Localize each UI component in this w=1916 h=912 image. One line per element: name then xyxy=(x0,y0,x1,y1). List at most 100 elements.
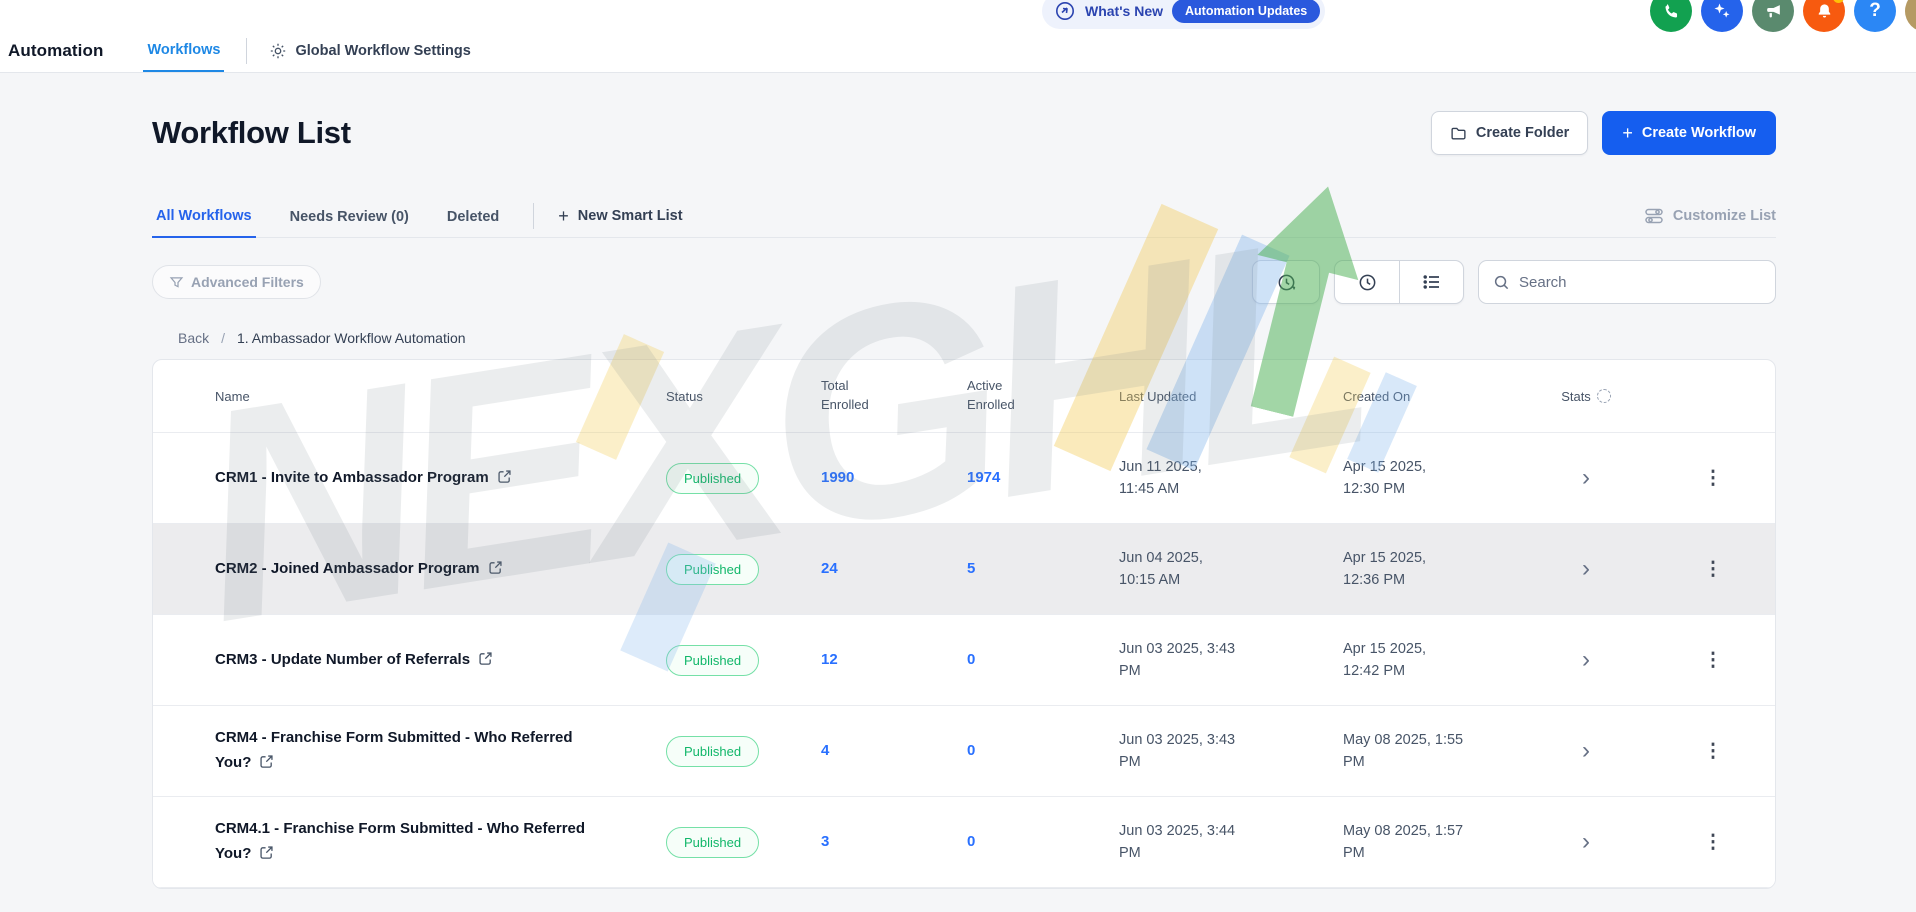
new-smart-list-label: New Smart List xyxy=(577,208,683,224)
status-badge: Published xyxy=(666,826,760,858)
stats-chevron-icon[interactable]: › xyxy=(1582,464,1590,491)
column-status: Status xyxy=(666,388,703,404)
status-badge: Published xyxy=(666,553,760,585)
active-enrolled-link[interactable]: 1974 xyxy=(967,469,1001,486)
breadcrumb-back-link[interactable]: Back xyxy=(178,330,210,346)
advanced-filters-label: Advanced Filters xyxy=(191,274,304,290)
created-on-value: Apr 15 2025, 12:42 PM xyxy=(1343,640,1427,679)
status-badge: Published xyxy=(666,462,760,494)
breadcrumb-separator: / xyxy=(221,330,226,346)
filters-row: Advanced Filters xyxy=(152,260,1776,304)
advanced-filters-button[interactable]: Advanced Filters xyxy=(152,265,321,299)
table-row[interactable]: CRM1 - Invite to Ambassador Program Publ… xyxy=(153,433,1775,524)
stats-chevron-icon[interactable]: › xyxy=(1582,646,1590,673)
total-enrolled-link[interactable]: 1990 xyxy=(821,469,855,486)
workflow-name[interactable]: CRM1 - Invite to Ambassador Program xyxy=(215,468,489,486)
total-enrolled-link[interactable]: 24 xyxy=(821,560,838,577)
stats-chevron-icon[interactable]: › xyxy=(1582,828,1590,855)
table-row[interactable]: CRM4 - Franchise Form Submitted - Who Re… xyxy=(153,706,1775,797)
search-input[interactable] xyxy=(1519,273,1761,291)
ai-sparkles-icon[interactable] xyxy=(1701,0,1743,32)
total-enrolled-link[interactable]: 4 xyxy=(821,742,830,759)
whats-new-icon xyxy=(1054,0,1076,22)
external-link-icon[interactable] xyxy=(259,845,274,860)
create-workflow-button[interactable]: + Create Workflow xyxy=(1602,111,1776,155)
last-updated-value: Jun 03 2025, 3:44 PM xyxy=(1119,822,1236,861)
app-title: Automation xyxy=(8,40,104,60)
created-on-value: Apr 15 2025, 12:36 PM xyxy=(1343,549,1427,588)
row-menu-icon[interactable]: ⋮ xyxy=(1703,558,1723,580)
total-enrolled-link[interactable]: 3 xyxy=(821,833,830,850)
row-menu-icon[interactable]: ⋮ xyxy=(1703,649,1723,671)
enrollment-history-button[interactable] xyxy=(1335,261,1399,303)
tab-deleted[interactable]: Deleted xyxy=(446,209,500,225)
clock-icon xyxy=(1357,272,1378,293)
plus-icon: + xyxy=(1622,123,1633,143)
new-smart-list-button[interactable]: + New Smart List xyxy=(558,207,682,237)
whats-new-pill[interactable]: What's New Automation Updates xyxy=(1042,0,1326,29)
tabs-divider xyxy=(533,203,535,229)
stats-chevron-icon[interactable]: › xyxy=(1582,737,1590,764)
help-glyph: ? xyxy=(1869,0,1881,21)
gear-icon xyxy=(269,42,287,60)
announcements-icon[interactable] xyxy=(1752,0,1794,32)
notifications-icon[interactable] xyxy=(1803,0,1845,32)
row-menu-icon[interactable]: ⋮ xyxy=(1703,831,1723,853)
last-updated-value: Jun 03 2025, 3:43 PM xyxy=(1119,731,1236,770)
stats-chevron-icon[interactable]: › xyxy=(1582,555,1590,582)
workflow-name[interactable]: CRM4 - Franchise Form Submitted - Who Re… xyxy=(215,729,573,771)
workflow-tabs: All Workflows Needs Review (0) Deleted +… xyxy=(152,203,1776,238)
last-updated-value: Jun 04 2025, 10:15 AM xyxy=(1119,549,1203,588)
tab-workflows[interactable]: Workflows xyxy=(143,29,225,72)
breadcrumb: Back / 1. Ambassador Workflow Automation xyxy=(152,330,1776,346)
workflow-name[interactable]: CRM2 - Joined Ambassador Program xyxy=(215,559,480,577)
customize-list-label: Customize List xyxy=(1672,208,1776,224)
customize-list-button[interactable]: Customize List xyxy=(1644,207,1776,237)
global-workflow-settings-link[interactable]: Global Workflow Settings xyxy=(269,29,471,72)
create-workflow-label: Create Workflow xyxy=(1641,125,1756,141)
workflow-name[interactable]: CRM3 - Update Number of Referrals xyxy=(215,650,471,668)
list-view-button[interactable] xyxy=(1399,261,1463,303)
column-total-enrolled: Total Enrolled xyxy=(821,378,869,412)
workflow-table: Name Status Total Enrolled Active Enroll… xyxy=(152,359,1776,889)
column-created-on: Created On xyxy=(1343,388,1411,404)
column-active-enrolled: Active Enrolled xyxy=(967,378,1015,412)
history-button[interactable] xyxy=(1252,260,1320,304)
table-row[interactable]: CRM3 - Update Number of Referrals Publis… xyxy=(153,615,1775,706)
last-updated-value: Jun 11 2025, 11:45 AM xyxy=(1119,458,1202,497)
phone-icon[interactable] xyxy=(1650,0,1692,32)
extra-profile-icon[interactable] xyxy=(1905,0,1916,32)
table-row[interactable]: CRM4.1 - Franchise Form Submitted - Who … xyxy=(153,797,1775,888)
funnel-icon xyxy=(169,275,184,290)
toggles-icon xyxy=(1644,207,1664,225)
external-link-icon[interactable] xyxy=(478,651,493,666)
column-name: Name xyxy=(215,388,250,404)
tab-needs-review[interactable]: Needs Review (0) xyxy=(289,209,409,225)
active-enrolled-link[interactable]: 0 xyxy=(967,833,976,850)
active-enrolled-link[interactable]: 0 xyxy=(967,742,976,759)
history-clock-icon xyxy=(1276,272,1297,293)
create-folder-button[interactable]: Create Folder xyxy=(1430,111,1589,155)
row-menu-icon[interactable]: ⋮ xyxy=(1703,740,1723,762)
main-content: Workflow List Create Folder + Create Wor… xyxy=(0,73,1916,889)
external-link-icon[interactable] xyxy=(497,469,512,484)
created-on-value: May 08 2025, 1:57 PM xyxy=(1343,822,1464,861)
external-link-icon[interactable] xyxy=(488,560,503,575)
workflow-name[interactable]: CRM4.1 - Franchise Form Submitted - Who … xyxy=(215,820,586,862)
tab-all-workflows[interactable]: All Workflows xyxy=(152,208,256,238)
automation-updates-badge[interactable]: Automation Updates xyxy=(1172,0,1321,23)
created-on-value: May 08 2025, 1:55 PM xyxy=(1343,731,1464,770)
stats-info-icon[interactable] xyxy=(1596,388,1611,403)
app-header: What's New Automation Updates ? Automati… xyxy=(0,0,1916,73)
total-enrolled-link[interactable]: 12 xyxy=(821,651,838,668)
table-row[interactable]: CRM2 - Joined Ambassador Program Publish… xyxy=(153,524,1775,615)
help-icon[interactable]: ? xyxy=(1854,0,1896,32)
external-link-icon[interactable] xyxy=(259,754,274,769)
row-menu-icon[interactable]: ⋮ xyxy=(1703,467,1723,489)
active-enrolled-link[interactable]: 5 xyxy=(967,560,976,577)
table-header-row: Name Status Total Enrolled Active Enroll… xyxy=(153,360,1775,433)
active-enrolled-link[interactable]: 0 xyxy=(967,651,976,668)
status-badge: Published xyxy=(666,644,760,676)
create-folder-label: Create Folder xyxy=(1475,125,1570,141)
global-workflow-settings-label: Global Workflow Settings xyxy=(295,42,471,59)
